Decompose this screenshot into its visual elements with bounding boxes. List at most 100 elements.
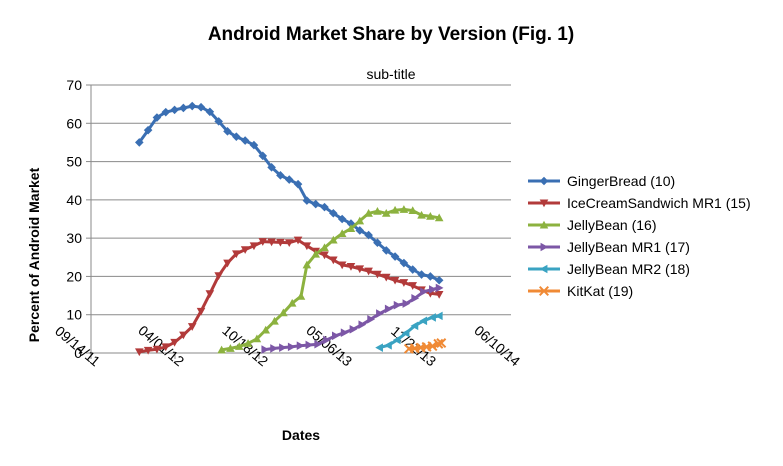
legend-label: GingerBread (10) <box>567 173 675 189</box>
y-tick-label: 0 <box>74 345 82 361</box>
data-point <box>364 267 373 276</box>
data-point <box>258 238 268 246</box>
data-point <box>302 196 312 205</box>
data-point <box>223 259 232 268</box>
legend-label: IceCreamSandwich MR1 (15) <box>567 195 751 211</box>
x-tick-label: 09/14/11 <box>52 323 103 370</box>
data-point <box>337 261 347 270</box>
data-point <box>332 331 340 341</box>
data-point <box>417 270 426 279</box>
data-point <box>399 279 409 287</box>
series-5 <box>375 311 443 352</box>
data-point <box>296 292 306 300</box>
data-point <box>434 213 444 222</box>
data-point <box>390 252 400 261</box>
data-point <box>364 208 373 217</box>
data-point <box>226 344 235 352</box>
data-point <box>402 299 411 308</box>
data-point <box>426 272 435 281</box>
data-point <box>373 238 382 248</box>
data-point <box>320 251 329 260</box>
data-point <box>320 243 329 252</box>
data-point <box>187 101 197 111</box>
data-point <box>436 338 447 349</box>
data-point <box>170 338 179 347</box>
legend: GingerBread (10) IceCreamSandwich MR1 (15… <box>528 173 751 299</box>
data-point <box>311 199 320 209</box>
legend-marker <box>539 199 549 208</box>
data-point <box>234 342 244 350</box>
data-point <box>408 265 418 274</box>
data-point <box>434 290 444 299</box>
data-point <box>337 214 347 224</box>
gridlines <box>91 84 511 354</box>
data-point <box>384 304 393 314</box>
data-point <box>232 250 241 259</box>
data-point <box>401 328 410 338</box>
series-1 <box>135 101 444 285</box>
data-point <box>329 256 338 265</box>
data-point <box>135 348 144 357</box>
data-point <box>384 341 392 350</box>
data-point <box>381 246 391 255</box>
data-point <box>205 290 215 298</box>
data-point <box>261 345 270 354</box>
data-point <box>399 205 409 213</box>
data-point <box>267 238 276 247</box>
data-point <box>358 320 367 329</box>
y-tick-label: 60 <box>66 115 82 131</box>
legend-item: JellyBean MR1 (17) <box>528 239 690 255</box>
data-point <box>346 263 356 271</box>
data-point <box>243 339 253 347</box>
data-point <box>261 325 271 334</box>
data-point <box>411 293 420 303</box>
data-point <box>337 229 347 237</box>
data-point <box>284 175 294 184</box>
data-point <box>392 335 401 345</box>
data-point <box>428 313 436 322</box>
data-point <box>419 316 428 326</box>
data-point <box>381 208 391 217</box>
series-3 <box>217 205 444 354</box>
data-point <box>232 132 241 141</box>
data-point <box>346 224 356 233</box>
data-point <box>214 272 223 280</box>
data-point <box>381 273 391 282</box>
series-2 <box>135 236 444 357</box>
y-tick-label: 20 <box>66 268 82 284</box>
x-tick-label: 06/10/14 <box>471 322 523 369</box>
data-point <box>279 308 288 317</box>
data-point <box>252 334 262 343</box>
data-point <box>223 127 232 136</box>
data-point <box>346 219 356 228</box>
data-point <box>152 113 162 122</box>
data-point <box>267 163 276 172</box>
data-point <box>355 265 365 274</box>
legend-label: JellyBean MR2 (18) <box>567 261 690 277</box>
y-axis-label: Percent of Android Market <box>26 167 42 342</box>
legend-item: GingerBread (10) <box>528 173 675 189</box>
data-point <box>143 346 153 355</box>
data-point <box>417 210 426 219</box>
data-point <box>314 339 323 349</box>
data-point <box>135 138 144 147</box>
data-point <box>296 341 305 351</box>
data-point <box>276 171 285 180</box>
data-point <box>293 236 303 245</box>
data-point <box>179 331 188 340</box>
data-point <box>375 343 383 352</box>
x-tick-label: 04/01/12 <box>135 322 187 369</box>
data-point <box>161 343 171 352</box>
data-point <box>329 235 338 244</box>
data-point <box>305 340 314 350</box>
data-point <box>179 103 188 113</box>
data-point <box>279 343 287 352</box>
data-point <box>287 342 296 352</box>
chart-subtitle: sub-title <box>366 66 415 82</box>
legend-label: JellyBean (16) <box>567 217 657 233</box>
data-point <box>393 300 402 310</box>
data-point <box>270 344 278 353</box>
data-point <box>355 226 365 235</box>
data-point <box>320 202 329 212</box>
